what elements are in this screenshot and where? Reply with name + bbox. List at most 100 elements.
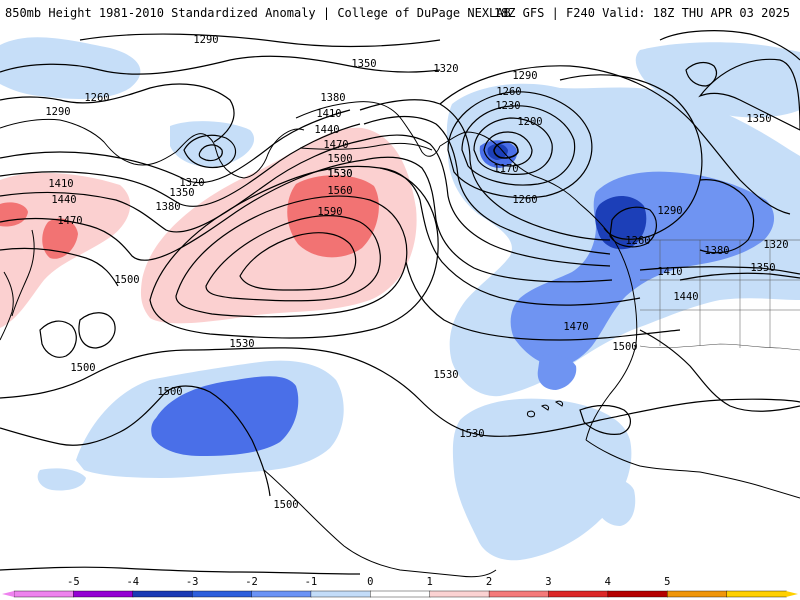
coastline-japan <box>11 229 35 317</box>
contour-label: 1380 <box>704 245 729 257</box>
height-contour <box>0 385 271 497</box>
legend-tick-label: -1 <box>305 576 318 588</box>
height-contour <box>699 179 755 254</box>
border-mexico <box>639 343 800 351</box>
anomaly-neg-fill-medium <box>151 376 299 456</box>
coastline-kamchatka <box>197 128 305 179</box>
contour-label: 1260 <box>512 194 537 206</box>
height-contour <box>379 167 641 306</box>
contour-label: 1590 <box>317 206 342 218</box>
contour-label: 1380 <box>320 92 345 104</box>
height-contour <box>493 141 519 159</box>
anomaly-neg-fill <box>0 37 141 99</box>
height-contour <box>363 134 611 267</box>
contour-label: 1380 <box>155 201 180 213</box>
coastline-alaska <box>295 101 441 157</box>
height-contour <box>639 266 800 275</box>
contour-label: 1500 <box>70 362 95 374</box>
anomaly-neg-fill-dark <box>487 143 508 160</box>
legend-swatch <box>73 590 134 598</box>
anomaly-neg-fill <box>37 468 86 491</box>
contour-label: 1290 <box>193 34 218 46</box>
height-contour <box>149 165 439 339</box>
height-contour <box>0 247 119 287</box>
legend-swatch <box>13 590 75 598</box>
height-contour <box>205 215 381 302</box>
contour-label: 1350 <box>746 113 771 125</box>
legend-swatch <box>726 590 787 598</box>
legend-swatch <box>191 590 253 598</box>
anomaly-pos-fill-strong <box>287 175 379 258</box>
height-contour <box>639 329 800 412</box>
legend-swatch <box>370 590 431 598</box>
coastline-na-west <box>579 203 638 441</box>
contour-label: 1500 <box>612 341 637 353</box>
height-contour <box>79 33 441 48</box>
height-contour <box>0 109 351 184</box>
legend-tick-label: 4 <box>605 576 611 588</box>
height-contour <box>439 65 791 215</box>
legend-tick-label: 3 <box>545 576 551 588</box>
height-contour <box>359 99 611 241</box>
anomaly-neg-fill <box>594 479 636 526</box>
contour-label-layer: 1290 1260 1290 1350 1320 1380 1410 1440 1470 1500… <box>45 34 788 511</box>
anomaly-neg-fill <box>170 121 255 167</box>
contour-label: 1320 <box>179 177 204 189</box>
height-contour <box>0 566 361 575</box>
coastline-hawaii <box>527 400 563 418</box>
contour-label: 1350 <box>750 262 775 274</box>
coastline-alaska-peninsula <box>299 142 433 151</box>
height-contour <box>363 156 613 283</box>
height-contour <box>0 83 235 143</box>
contour-label: 1290 <box>657 205 682 217</box>
contour-label: 1440 <box>673 291 698 303</box>
legend-swatch <box>667 590 728 598</box>
legend-tick-label: 0 <box>367 576 373 588</box>
coastline-layer <box>0 101 800 578</box>
height-contour <box>483 131 533 167</box>
height-contour <box>659 30 800 61</box>
contour-label: 1530 <box>459 428 484 440</box>
contour-label: 1530 <box>327 168 352 180</box>
legend-arrow-right <box>786 591 798 597</box>
contour-label: 1440 <box>51 194 76 206</box>
contour-label: 1440 <box>314 124 339 136</box>
contour-label: 1470 <box>57 215 82 227</box>
height-contour <box>78 312 116 349</box>
contour-label: 1290 <box>45 106 70 118</box>
legend-swatch <box>251 590 312 598</box>
contour-label: 1320 <box>763 239 788 251</box>
contour-label: 1530 <box>229 338 254 350</box>
contour-label: 1410 <box>657 266 682 278</box>
legend-tick-label: -5 <box>67 576 80 588</box>
legend-swatch <box>607 590 668 598</box>
anomaly-neg-fill-medium <box>510 171 775 367</box>
legend-tick-label: 2 <box>486 576 492 588</box>
color-scale-legend: -5 -4 -3 -2 -1 0 1 2 3 4 5 <box>2 576 798 598</box>
height-contour <box>239 232 357 291</box>
anomaly-neg-fill-medium <box>537 354 577 390</box>
legend-arrow-left <box>2 591 14 597</box>
contour-label: 1530 <box>433 369 458 381</box>
contour-label: 1230 <box>495 100 520 112</box>
legend-swatch <box>429 590 490 598</box>
height-contour <box>609 206 657 248</box>
coastline-asia <box>0 119 199 166</box>
map-title: 850mb Height 1981-2010 Standardized Anom… <box>5 6 511 20</box>
height-contour <box>405 261 681 341</box>
run-info: 18Z GFS | F240 Valid: 18Z THU APR 03 202… <box>493 6 790 20</box>
anomaly-pos-fill-strong <box>42 218 78 259</box>
height-contour <box>0 139 365 233</box>
height-contour <box>363 115 611 255</box>
contour-label: 1200 <box>517 116 542 128</box>
height-contour <box>183 134 237 169</box>
height-contour-layer <box>0 30 800 575</box>
legend-tick-label: -2 <box>245 576 258 588</box>
height-contour <box>559 74 703 240</box>
contour-label: 1260 <box>84 92 109 104</box>
anomaly-neg-fill <box>452 398 632 561</box>
contour-label: 1530 <box>327 168 352 180</box>
height-contour <box>175 195 408 318</box>
coastline-south-pacific <box>263 469 497 578</box>
